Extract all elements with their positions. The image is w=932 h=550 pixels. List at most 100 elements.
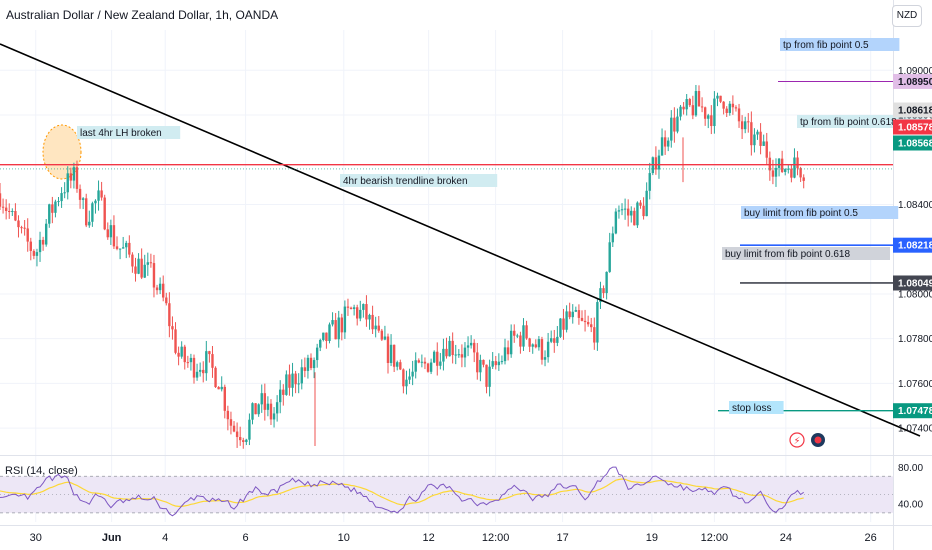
candle-body bbox=[152, 263, 156, 288]
candle-body bbox=[753, 134, 756, 146]
candle-body bbox=[88, 221, 91, 226]
candle-body bbox=[445, 348, 448, 357]
candle-body bbox=[288, 374, 291, 388]
candle-body bbox=[11, 211, 14, 213]
candle-body bbox=[368, 314, 371, 320]
candle-body bbox=[525, 325, 528, 339]
candle-body bbox=[162, 283, 165, 298]
candle-body bbox=[75, 167, 79, 189]
candle-body bbox=[719, 95, 722, 102]
candle-body bbox=[710, 115, 713, 127]
candle-body bbox=[146, 262, 150, 265]
candle-body bbox=[402, 369, 405, 387]
annotation-stop-loss-text: stop loss bbox=[732, 403, 771, 414]
candle-body bbox=[140, 258, 143, 278]
candle-body bbox=[60, 193, 63, 202]
currency-button[interactable]: NZD bbox=[892, 5, 922, 27]
candle-body bbox=[340, 317, 344, 333]
candle-body bbox=[325, 332, 328, 341]
candle-body bbox=[63, 192, 66, 194]
candle-body bbox=[377, 325, 380, 331]
candle-body bbox=[728, 103, 731, 113]
candle-body bbox=[599, 288, 602, 303]
candle-body bbox=[663, 137, 667, 147]
candle-body bbox=[322, 332, 325, 340]
rsi-line bbox=[0, 466, 804, 517]
candle-body bbox=[275, 402, 279, 414]
candle-body bbox=[26, 228, 29, 242]
candle-body bbox=[356, 307, 359, 319]
candle-body bbox=[602, 288, 605, 294]
candle-body bbox=[183, 346, 186, 363]
candle-body bbox=[765, 141, 768, 158]
tag-buy-05-bg bbox=[893, 237, 932, 253]
candle-body bbox=[574, 310, 578, 312]
candle-body bbox=[51, 204, 54, 213]
candle-body bbox=[137, 258, 140, 274]
candle-body bbox=[134, 266, 137, 274]
candle-body bbox=[266, 403, 270, 410]
lightning-icon bbox=[789, 432, 805, 448]
candle-body bbox=[611, 233, 614, 243]
candle-body bbox=[580, 317, 584, 321]
tag-tp-05: 1.08950 bbox=[893, 73, 932, 89]
candle-body bbox=[667, 140, 670, 147]
candle-body bbox=[309, 357, 313, 369]
candle-body bbox=[426, 363, 430, 372]
candle-body bbox=[707, 115, 710, 119]
candle-body bbox=[743, 121, 747, 130]
time-tick-label: Jun bbox=[102, 532, 122, 544]
candle-body bbox=[315, 347, 319, 361]
annotation-lh-broken-text: last 4hr LH broken bbox=[80, 128, 162, 139]
annotation-tp-05: tp from fib point 0.5 bbox=[780, 38, 900, 51]
rsi-label: RSI (14, close) bbox=[5, 465, 78, 477]
candle-body bbox=[23, 227, 26, 229]
candle-body bbox=[703, 107, 707, 119]
candle-body bbox=[454, 354, 457, 356]
candle-body bbox=[497, 361, 501, 366]
candle-body bbox=[469, 342, 473, 346]
candle-body bbox=[559, 318, 562, 337]
candle-body bbox=[556, 336, 559, 343]
candle-body bbox=[734, 107, 738, 109]
candle-body bbox=[374, 325, 377, 330]
rsi-tick-80: 80.00 bbox=[898, 463, 923, 474]
candle-body bbox=[679, 106, 682, 117]
candle-body bbox=[423, 361, 427, 364]
candle-body bbox=[251, 403, 254, 420]
candle-body bbox=[359, 309, 362, 319]
candle-body bbox=[300, 367, 303, 384]
candle-body bbox=[691, 105, 695, 116]
candle-body bbox=[759, 131, 762, 146]
candle-body bbox=[522, 325, 525, 347]
rsi-ma-line bbox=[0, 478, 804, 507]
tag-resistance-bg bbox=[893, 119, 932, 135]
candle-body bbox=[217, 387, 220, 390]
candle-body bbox=[405, 379, 408, 387]
candle-body bbox=[583, 320, 587, 323]
candle-body bbox=[44, 223, 48, 245]
candle-body bbox=[463, 347, 467, 358]
price-tick-label: 1.08400 bbox=[898, 200, 932, 211]
candle-body bbox=[32, 250, 36, 256]
candle-body bbox=[143, 264, 146, 278]
price-tick-label: 1.07800 bbox=[898, 334, 932, 345]
candle-body bbox=[279, 389, 282, 403]
tag-buy-05-text: 1.08218 bbox=[898, 241, 932, 252]
candle-body bbox=[793, 157, 796, 178]
annotation-trendline-broken: 4hr bearish trendline broken bbox=[340, 174, 498, 187]
annotation-buy-0618: buy limit from fib point 0.618 bbox=[722, 247, 890, 260]
candle-body bbox=[198, 369, 202, 372]
candle-body bbox=[796, 157, 799, 169]
tag-stop-loss-text: 1.07478 bbox=[898, 406, 932, 417]
candle-body bbox=[254, 403, 257, 415]
candle-body bbox=[272, 413, 276, 420]
candle-body bbox=[722, 101, 725, 109]
candle-body bbox=[593, 327, 596, 343]
time-tick-label: 17 bbox=[556, 532, 568, 544]
candle-body bbox=[242, 440, 245, 443]
candle-body bbox=[608, 242, 611, 272]
candle-body bbox=[685, 99, 688, 110]
